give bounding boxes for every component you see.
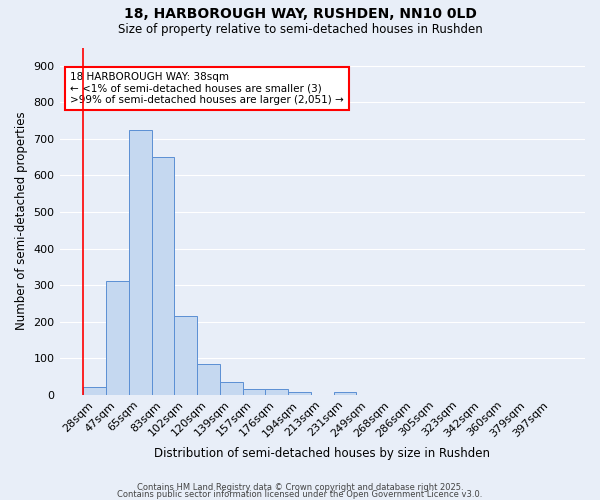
Text: 18 HARBOROUGH WAY: 38sqm
← <1% of semi-detached houses are smaller (3)
>99% of s: 18 HARBOROUGH WAY: 38sqm ← <1% of semi-d… [70,72,344,105]
Bar [83,387,106,395]
Text: Contains HM Land Registry data © Crown copyright and database right 2025.: Contains HM Land Registry data © Crown c… [137,484,463,492]
Text: Contains public sector information licensed under the Open Government Licence v3: Contains public sector information licen… [118,490,482,499]
Bar [242,390,265,395]
Bar [129,130,152,395]
Y-axis label: Number of semi-detached properties: Number of semi-detached properties [15,112,28,330]
Bar [265,390,288,395]
Bar [197,364,220,395]
X-axis label: Distribution of semi-detached houses by size in Rushden: Distribution of semi-detached houses by … [154,447,490,460]
Bar [152,157,175,395]
Bar [220,382,242,395]
Text: Size of property relative to semi-detached houses in Rushden: Size of property relative to semi-detach… [118,22,482,36]
Bar [106,282,129,395]
Bar [288,392,311,395]
Text: 18, HARBOROUGH WAY, RUSHDEN, NN10 0LD: 18, HARBOROUGH WAY, RUSHDEN, NN10 0LD [124,8,476,22]
Bar [175,316,197,395]
Bar [334,392,356,395]
